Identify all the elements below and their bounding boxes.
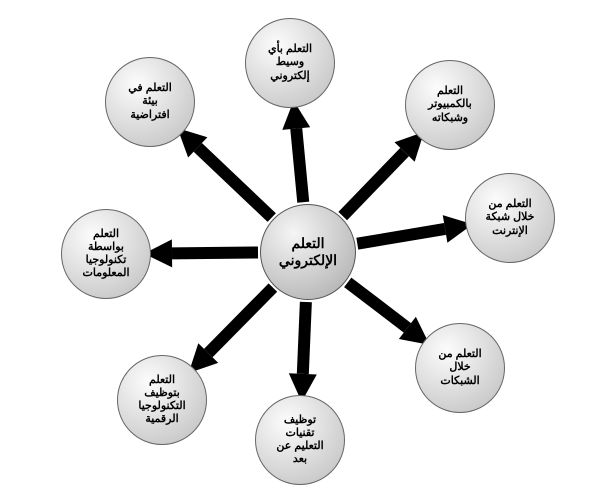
- center-node: التعلم الإلكتروني: [260, 204, 356, 300]
- arrow-body-1: [194, 143, 276, 222]
- outer-label-6: توظيف تقنيات التعليم عن بعد: [272, 410, 327, 471]
- outer-label-4: التعلم من خلال شبكة الإنترنت: [482, 194, 539, 242]
- arrow-body-4: [356, 223, 446, 250]
- arrow-body-0: [290, 128, 309, 203]
- outer-label-7: التعلم من خلال الشبكات: [434, 344, 485, 392]
- arrow-body-5: [204, 283, 277, 357]
- outer-label-5: التعلم بتوظيف التكنولوجيا الرقمية: [134, 370, 189, 431]
- outer-node-0: التعلم بأي وسيط إلكتروني: [245, 18, 335, 108]
- diagram-container: التعلم الإلكتروني التعلم بأي وسيط إلكترون…: [0, 0, 616, 504]
- outer-node-6: توظيف تقنيات التعليم عن بعد: [255, 395, 345, 485]
- outer-node-4: التعلم من خلال شبكة الإنترنت: [465, 173, 555, 263]
- arrow-body-6: [297, 302, 312, 375]
- outer-label-0: التعلم بأي وسيط إلكتروني: [264, 39, 316, 87]
- outer-node-1: التعلم في بيئة افتراضية: [105, 57, 195, 147]
- outer-node-5: التعلم بتوظيف التكنولوجيا الرقمية: [117, 355, 207, 445]
- arrow-body-2: [338, 148, 408, 220]
- outer-node-7: التعلم من خلال الشبكات: [415, 323, 505, 413]
- arrow-body-7: [344, 278, 411, 333]
- center-label: التعلم الإلكتروني: [275, 231, 341, 273]
- outer-label-2: التعلم بالكمبيوتر وشبكاته: [424, 81, 476, 129]
- outer-label-1: التعلم في بيئة افتراضية: [124, 78, 175, 126]
- outer-node-2: التعلم بالكمبيوتر وشبكاته: [405, 60, 495, 150]
- outer-label-3: التعلم بواسطة تكنولوجيا المعلومات: [79, 224, 134, 285]
- outer-node-3: التعلم بواسطة تكنولوجيا المعلومات: [61, 209, 151, 299]
- arrow-body-3: [172, 246, 258, 259]
